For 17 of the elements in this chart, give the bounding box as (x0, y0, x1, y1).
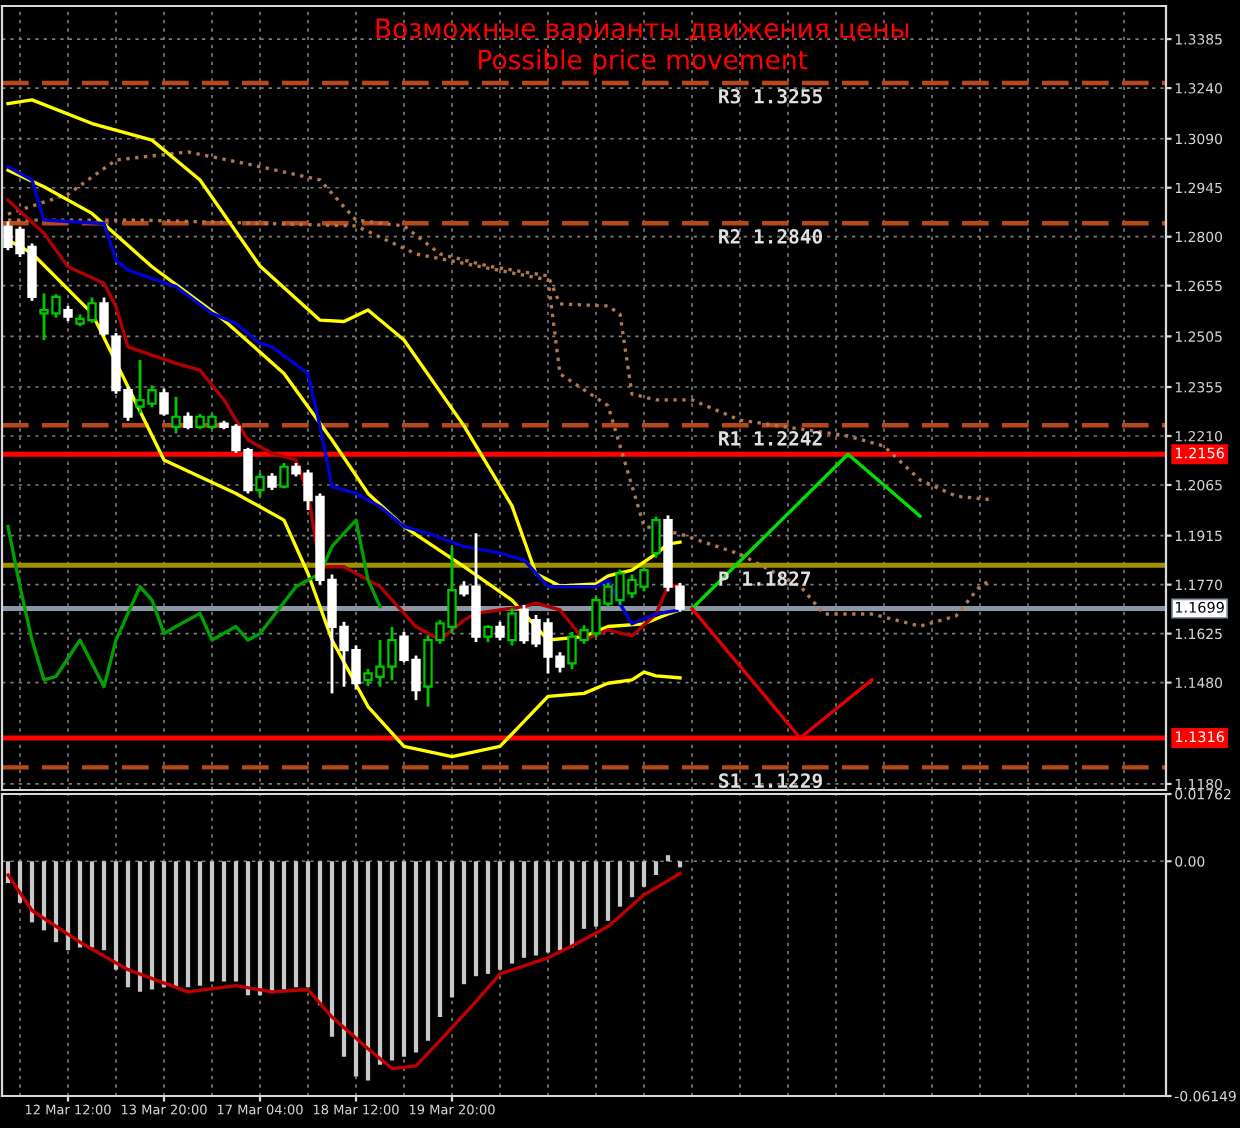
candlestick (651, 515, 661, 559)
text: Possible price movement (479, 49, 808, 75)
candlestick (507, 606, 517, 647)
ref-line-label: R2 1.2840 (719, 229, 823, 244)
ref-line-label: R3 1.3255 (719, 88, 822, 104)
candlestick (255, 471, 265, 499)
line-series (6, 518, 382, 689)
chart-title: Возможные варианты движения цены (376, 18, 909, 44)
candlestick (99, 296, 109, 338)
ref-line-label: S1 1.1229 (719, 773, 822, 789)
candlestick (279, 461, 289, 490)
candlestick (495, 620, 505, 642)
candlestick (171, 395, 181, 435)
candlestick (159, 387, 169, 418)
line-series (6, 871, 682, 1071)
line-series (6, 98, 682, 588)
ref-line-label: R1 1.2242 (719, 431, 822, 446)
